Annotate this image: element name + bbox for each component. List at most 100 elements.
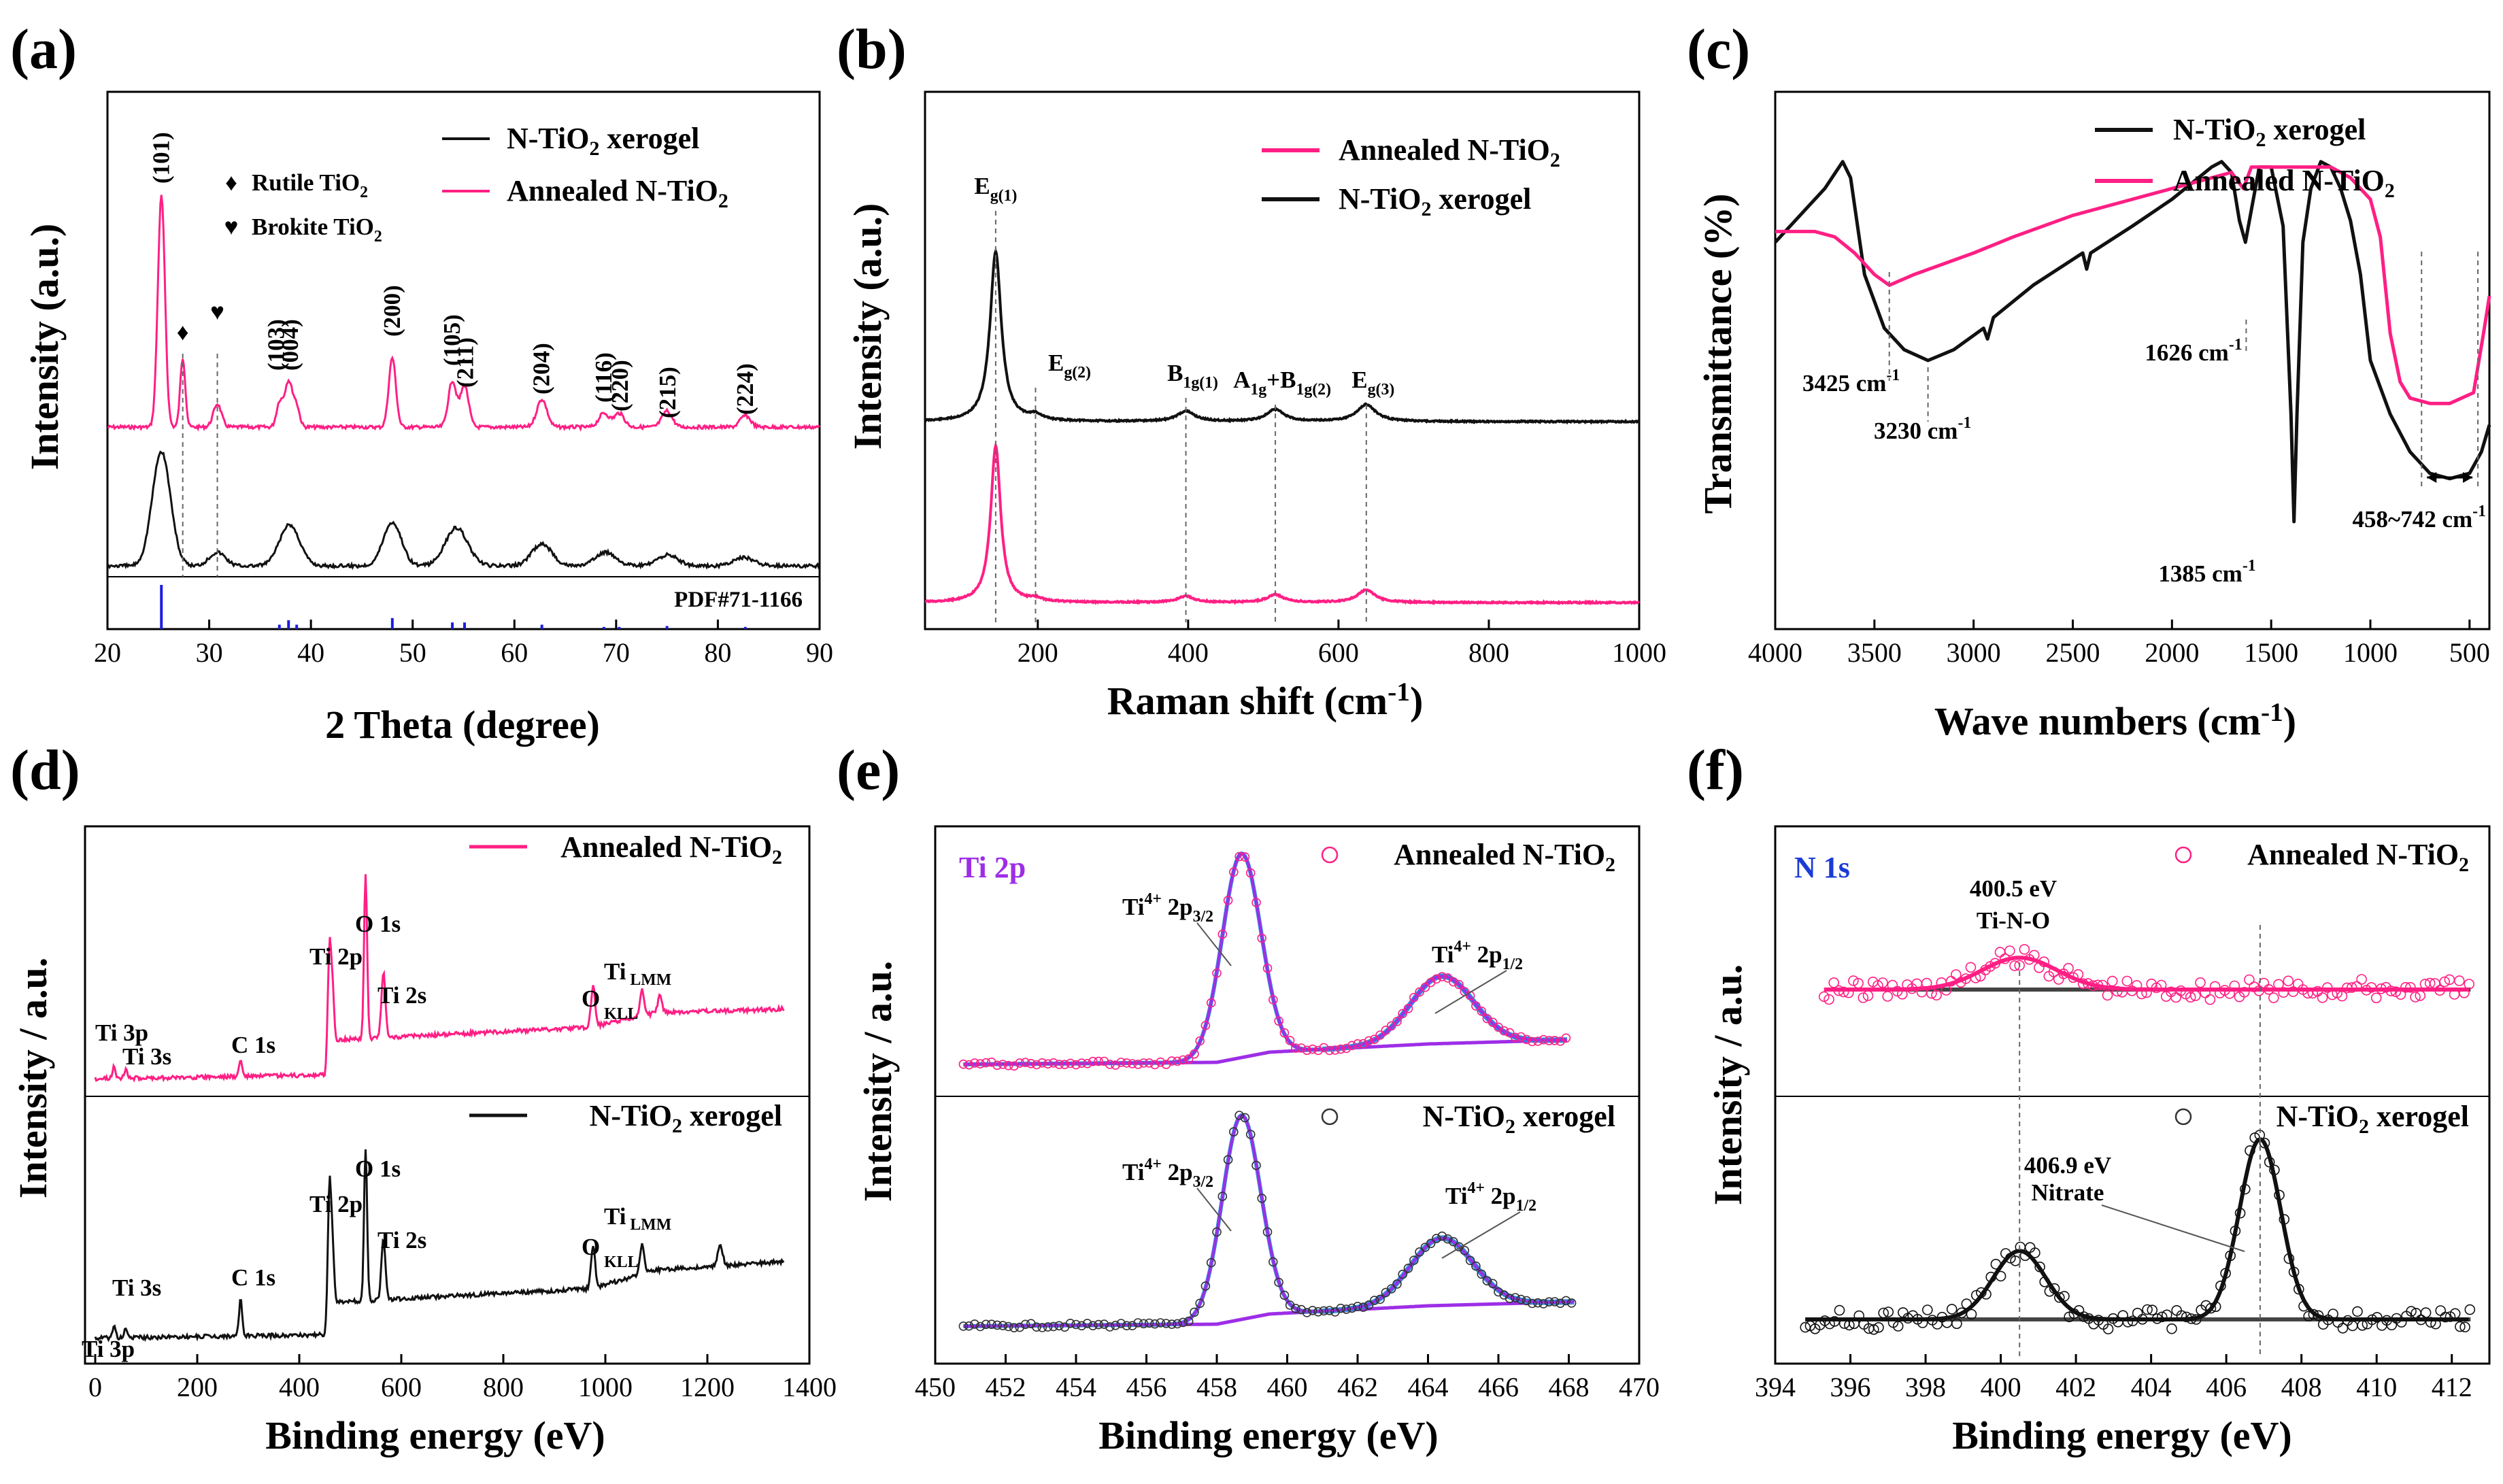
panel-e-data-point xyxy=(964,1321,974,1331)
panel-d-series-pink xyxy=(94,874,785,1083)
panel-d-xtick-label-5: 1000 xyxy=(578,1372,633,1402)
panel-e-data-point xyxy=(1183,1316,1194,1326)
panel-e-frame xyxy=(934,825,1641,1365)
panel-f-data-point xyxy=(1961,1298,1972,1309)
panel-e-data-point xyxy=(1178,1055,1188,1065)
panel-e-data-point xyxy=(1088,1321,1098,1330)
panel-e-data-point xyxy=(1245,868,1256,878)
panel-b-mode-label-2: B1g(1) xyxy=(1167,360,1218,392)
panel-e-data-point xyxy=(1161,1319,1171,1328)
panel-e-data-point xyxy=(1398,1009,1407,1019)
panel-e-data-point xyxy=(1122,1058,1132,1068)
panel-f-data-point xyxy=(2137,1314,2148,1325)
panel-f-data-point xyxy=(2425,1317,2436,1328)
panel-a-peak-label-8: (220) xyxy=(607,360,633,411)
panel-e-data-point xyxy=(1539,1034,1548,1045)
panel-e-data-point xyxy=(1403,1004,1413,1013)
panel-e-data-point xyxy=(1144,1318,1154,1328)
panel-f-data-point xyxy=(2205,1302,2217,1314)
panel-a-xtick-label-3: 50 xyxy=(399,637,426,668)
panel-f-data-point xyxy=(2287,986,2299,997)
panel-f-data-point xyxy=(2004,945,2015,956)
panel-b-xtick-label-3: 800 xyxy=(1468,637,1509,668)
panel-e-data-point xyxy=(964,1060,974,1070)
panel-e-data-point xyxy=(1156,1057,1165,1067)
panel-e-xtick-label-9: 468 xyxy=(1549,1372,1590,1402)
panel-c-range-arrowheads xyxy=(2427,472,2473,483)
panel-e-xtick-label-6: 462 xyxy=(1337,1372,1378,1402)
panel-f-data-point xyxy=(1981,1289,1992,1300)
panel-f-data-point xyxy=(2268,992,2279,1003)
panel-e-data-point xyxy=(1364,1300,1374,1310)
panel-c-xtick-label-4: 2000 xyxy=(2145,637,2199,668)
panel-f-data-point xyxy=(2059,1291,2070,1302)
panel-f-data-point xyxy=(2156,1311,2168,1323)
panel-e-data-point xyxy=(975,1321,985,1332)
panel-e-data-point xyxy=(1105,1322,1115,1332)
panel-b-mode-label-1: Eg(2) xyxy=(1048,350,1091,382)
panel-f-data-point xyxy=(1995,1270,2006,1282)
panel-d-xtick-label-2: 400 xyxy=(279,1372,320,1402)
panel-e-data-point xyxy=(1015,1058,1024,1068)
panel-d-xtick-label-1: 200 xyxy=(177,1372,218,1402)
panel-e-data-point xyxy=(1212,968,1222,978)
panel-f-data-point xyxy=(2415,1314,2427,1326)
panel-f-data-point xyxy=(1877,977,1888,988)
panel-e-data-point xyxy=(1037,1058,1047,1068)
panel-f-data-point xyxy=(1843,987,1854,998)
panel-e-data-point xyxy=(1375,1294,1385,1304)
panel-e-data-point xyxy=(1471,1001,1481,1011)
panel-label-f: (f) xyxy=(1687,739,1744,802)
panel-f-data-point xyxy=(2220,1268,2231,1279)
panel-f-data-point xyxy=(2385,985,2396,996)
panel-e-data-point xyxy=(1313,1045,1323,1056)
panel-b: 200 400 600 800 1000 Eg(1) Eg(2) B1g(1) A1g+B1g(… xyxy=(924,90,1666,668)
panel-d-peak-label-bottom-3: Ti 2p xyxy=(309,1191,363,1217)
panel-e-data-point xyxy=(1561,1033,1571,1043)
panel-e-data-point xyxy=(1037,1323,1047,1332)
panel-e-data-point xyxy=(970,1058,979,1068)
panel-d-ylabel: Intensity / a.u. xyxy=(11,958,55,1199)
panel-e-fit-12-1 xyxy=(1322,1235,1575,1314)
panel-b-xtick-label-1: 400 xyxy=(1168,637,1209,668)
panel-e-data-point xyxy=(1319,1043,1329,1053)
panel-e-data-point xyxy=(1015,1322,1024,1332)
panel-e-data-point xyxy=(1111,1321,1120,1330)
panel-f-data-point xyxy=(2269,1164,2280,1176)
panel-a-xtick-label-4: 60 xyxy=(501,637,528,668)
panel-f-data-point xyxy=(2328,1309,2338,1319)
panel-f-data-point xyxy=(1838,986,1849,998)
panel-f-data-point xyxy=(1858,992,1869,1003)
panel-f-annotation-leader xyxy=(2101,1204,2245,1252)
panel-f-data-point xyxy=(2190,990,2201,1001)
panel-f-data-point xyxy=(1946,1304,1958,1315)
panel-f-data-point xyxy=(1848,975,1859,986)
panel-e-data-point xyxy=(1443,1234,1453,1244)
panel-c-xtick-label-3: 2500 xyxy=(2046,637,2100,668)
panel-f-data-point xyxy=(2292,979,2304,990)
panel-e-data-point xyxy=(1561,1296,1571,1306)
panel-f-data-point xyxy=(2072,969,2084,980)
panel-f-data-point xyxy=(1989,958,2001,969)
panel-d-peak-label-bottom-7: Ti LMM xyxy=(604,1203,671,1234)
panel-f-data-point xyxy=(2346,982,2357,993)
panel-f-data-point xyxy=(2308,1309,2319,1320)
panel-e-xlabel: Binding energy (eV) xyxy=(1098,1413,1438,1457)
panel-e-data-point xyxy=(1173,1056,1182,1066)
panel-e-data-point xyxy=(1088,1056,1098,1066)
panel-f-data-point xyxy=(1965,962,1977,973)
panel-f: 394 396 398 400 402 404 406 408 410 412 N 1s 400.5 … xyxy=(1755,825,2491,1402)
panel-f-data-point xyxy=(1931,990,1942,1000)
panel-b-series-pink xyxy=(924,440,1640,605)
panel-e-data-point xyxy=(1477,1269,1486,1279)
panel-e-data-point xyxy=(1195,1036,1205,1046)
panel-e-peak-annotation-0-1: Ti4+ 2p1/2 xyxy=(1432,938,1523,973)
panel-e-data-point xyxy=(1167,1056,1177,1066)
panel-e-data-point xyxy=(958,1059,969,1069)
panel-f-data-point xyxy=(2151,982,2162,994)
panel-f-data-point xyxy=(2264,1156,2275,1168)
panel-f-data-point xyxy=(1976,1287,1987,1298)
panel-d-peak-label-bottom-4: O 1s xyxy=(355,1156,401,1182)
panel-e-data-point xyxy=(1099,1056,1109,1066)
panel-f-xtick-label-8: 410 xyxy=(2356,1372,2397,1402)
